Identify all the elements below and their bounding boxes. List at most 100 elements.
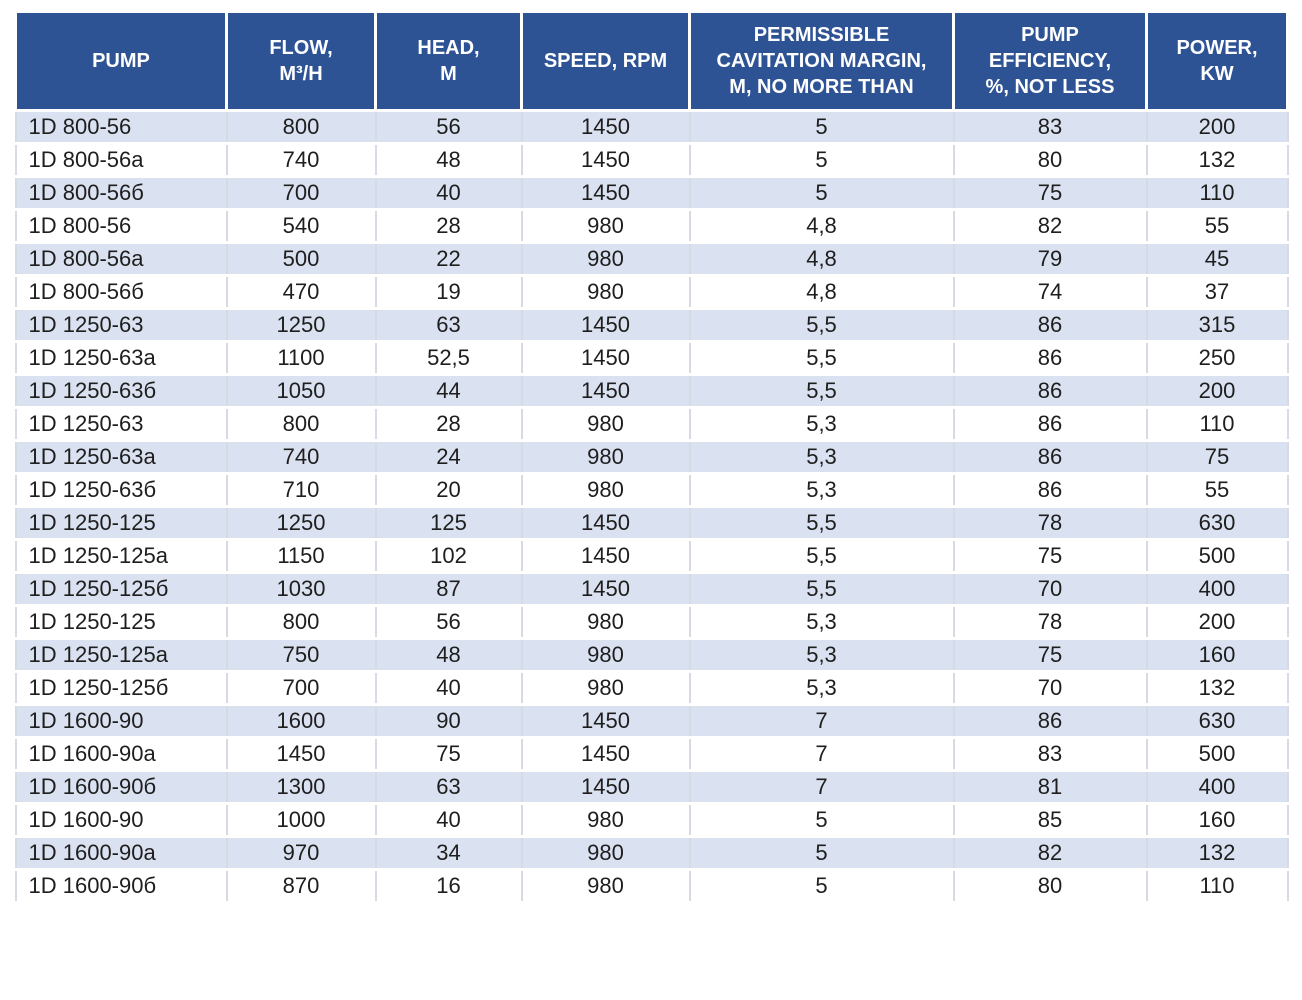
power-cell: 500	[1145, 538, 1289, 574]
cavitation-margin-cell: 5,5	[688, 373, 955, 409]
head-cell: 87	[374, 571, 523, 607]
head-cell: 28	[374, 208, 523, 244]
cavitation-margin-cell: 5	[688, 835, 955, 871]
flow-cell: 1250	[225, 505, 377, 541]
table-row: 1D 1600-90б 1300 63 1450 7 81 400	[14, 769, 1289, 805]
speed-cell: 980	[520, 802, 691, 838]
column-header-cavitation-margin: PERMISSIBLE CAVITATION MARGIN, M, NO MOR…	[688, 10, 955, 112]
speed-cell: 980	[520, 637, 691, 673]
efficiency-cell: 86	[952, 373, 1148, 409]
efficiency-cell: 70	[952, 571, 1148, 607]
pump-cell: 1D 1600-90	[14, 703, 228, 739]
flow-cell: 870	[225, 868, 377, 904]
power-cell: 55	[1145, 472, 1289, 508]
speed-cell: 1450	[520, 307, 691, 343]
pump-cell: 1D 800-56a	[14, 241, 228, 277]
table-row: 1D 1250-63б 710 20 980 5,3 86 55	[14, 472, 1289, 508]
power-cell: 400	[1145, 571, 1289, 607]
pump-cell: 1D 800-56	[14, 109, 228, 145]
head-cell: 40	[374, 670, 523, 706]
flow-cell: 800	[225, 604, 377, 640]
cavitation-margin-cell: 7	[688, 736, 955, 772]
cavitation-margin-cell: 5	[688, 175, 955, 211]
flow-cell: 740	[225, 439, 377, 475]
efficiency-cell: 79	[952, 241, 1148, 277]
flow-cell: 800	[225, 109, 377, 145]
speed-cell: 1450	[520, 538, 691, 574]
efficiency-cell: 86	[952, 703, 1148, 739]
flow-cell: 750	[225, 637, 377, 673]
efficiency-cell: 83	[952, 109, 1148, 145]
table-row: 1D 1600-90 1000 40 980 5 85 160	[14, 802, 1289, 838]
cavitation-margin-cell: 5	[688, 868, 955, 904]
flow-cell: 1600	[225, 703, 377, 739]
table-row: 1D 800-56б 470 19 980 4,8 74 37	[14, 274, 1289, 310]
pump-cell: 1D 1600-90a	[14, 736, 228, 772]
pump-spec-table: PUMP FLOW, M³/H HEAD, M SPEED, RPM PERMI…	[14, 10, 1289, 904]
efficiency-cell: 81	[952, 769, 1148, 805]
speed-cell: 1450	[520, 109, 691, 145]
table-body: 1D 800-56 800 56 1450 5 83 200 1D 800-56a 740 48 1…	[14, 109, 1289, 904]
speed-cell: 1450	[520, 703, 691, 739]
flow-cell: 710	[225, 472, 377, 508]
table-row: 1D 800-56 800 56 1450 5 83 200	[14, 109, 1289, 145]
flow-cell: 740	[225, 142, 377, 178]
cavitation-margin-cell: 5,3	[688, 637, 955, 673]
efficiency-cell: 75	[952, 175, 1148, 211]
speed-cell: 1450	[520, 373, 691, 409]
pump-cell: 1D 1250-125	[14, 505, 228, 541]
table-row: 1D 1250-63a 1100 52,5 1450 5,5 86 250	[14, 340, 1289, 376]
power-cell: 200	[1145, 373, 1289, 409]
power-cell: 132	[1145, 670, 1289, 706]
efficiency-cell: 86	[952, 439, 1148, 475]
head-cell: 63	[374, 769, 523, 805]
column-header-pump: PUMP	[14, 10, 228, 112]
column-header-flow: FLOW, M³/H	[225, 10, 377, 112]
pump-cell: 1D 1250-63б	[14, 373, 228, 409]
cavitation-margin-cell: 5	[688, 142, 955, 178]
flow-cell: 1100	[225, 340, 377, 376]
flow-cell: 500	[225, 241, 377, 277]
efficiency-cell: 74	[952, 274, 1148, 310]
cavitation-margin-cell: 5,3	[688, 472, 955, 508]
power-cell: 250	[1145, 340, 1289, 376]
efficiency-cell: 80	[952, 142, 1148, 178]
pump-cell: 1D 1250-125a	[14, 538, 228, 574]
power-cell: 110	[1145, 175, 1289, 211]
efficiency-cell: 78	[952, 505, 1148, 541]
table-row: 1D 1250-125 1250 125 1450 5,5 78 630	[14, 505, 1289, 541]
cavitation-margin-cell: 7	[688, 769, 955, 805]
pump-cell: 1D 1250-125	[14, 604, 228, 640]
power-cell: 200	[1145, 604, 1289, 640]
cavitation-margin-cell: 5,5	[688, 571, 955, 607]
speed-cell: 1450	[520, 571, 691, 607]
pump-cell: 1D 800-56б	[14, 175, 228, 211]
speed-cell: 1450	[520, 505, 691, 541]
pump-cell: 1D 1600-90б	[14, 769, 228, 805]
table-header: PUMP FLOW, M³/H HEAD, M SPEED, RPM PERMI…	[14, 10, 1289, 112]
speed-cell: 1450	[520, 142, 691, 178]
column-header-power: POWER, KW	[1145, 10, 1289, 112]
speed-cell: 980	[520, 274, 691, 310]
cavitation-margin-cell: 4,8	[688, 274, 955, 310]
cavitation-margin-cell: 4,8	[688, 208, 955, 244]
pump-cell: 1D 1250-63a	[14, 340, 228, 376]
power-cell: 400	[1145, 769, 1289, 805]
speed-cell: 980	[520, 604, 691, 640]
head-cell: 63	[374, 307, 523, 343]
flow-cell: 700	[225, 175, 377, 211]
table-row: 1D 1250-125б 1030 87 1450 5,5 70 400	[14, 571, 1289, 607]
head-cell: 56	[374, 109, 523, 145]
power-cell: 75	[1145, 439, 1289, 475]
efficiency-cell: 86	[952, 307, 1148, 343]
efficiency-cell: 75	[952, 538, 1148, 574]
head-cell: 40	[374, 802, 523, 838]
flow-cell: 1150	[225, 538, 377, 574]
cavitation-margin-cell: 5,3	[688, 439, 955, 475]
pump-cell: 1D 1250-125б	[14, 670, 228, 706]
power-cell: 110	[1145, 406, 1289, 442]
flow-cell: 1000	[225, 802, 377, 838]
pump-cell: 1D 1250-125a	[14, 637, 228, 673]
power-cell: 200	[1145, 109, 1289, 145]
power-cell: 160	[1145, 637, 1289, 673]
